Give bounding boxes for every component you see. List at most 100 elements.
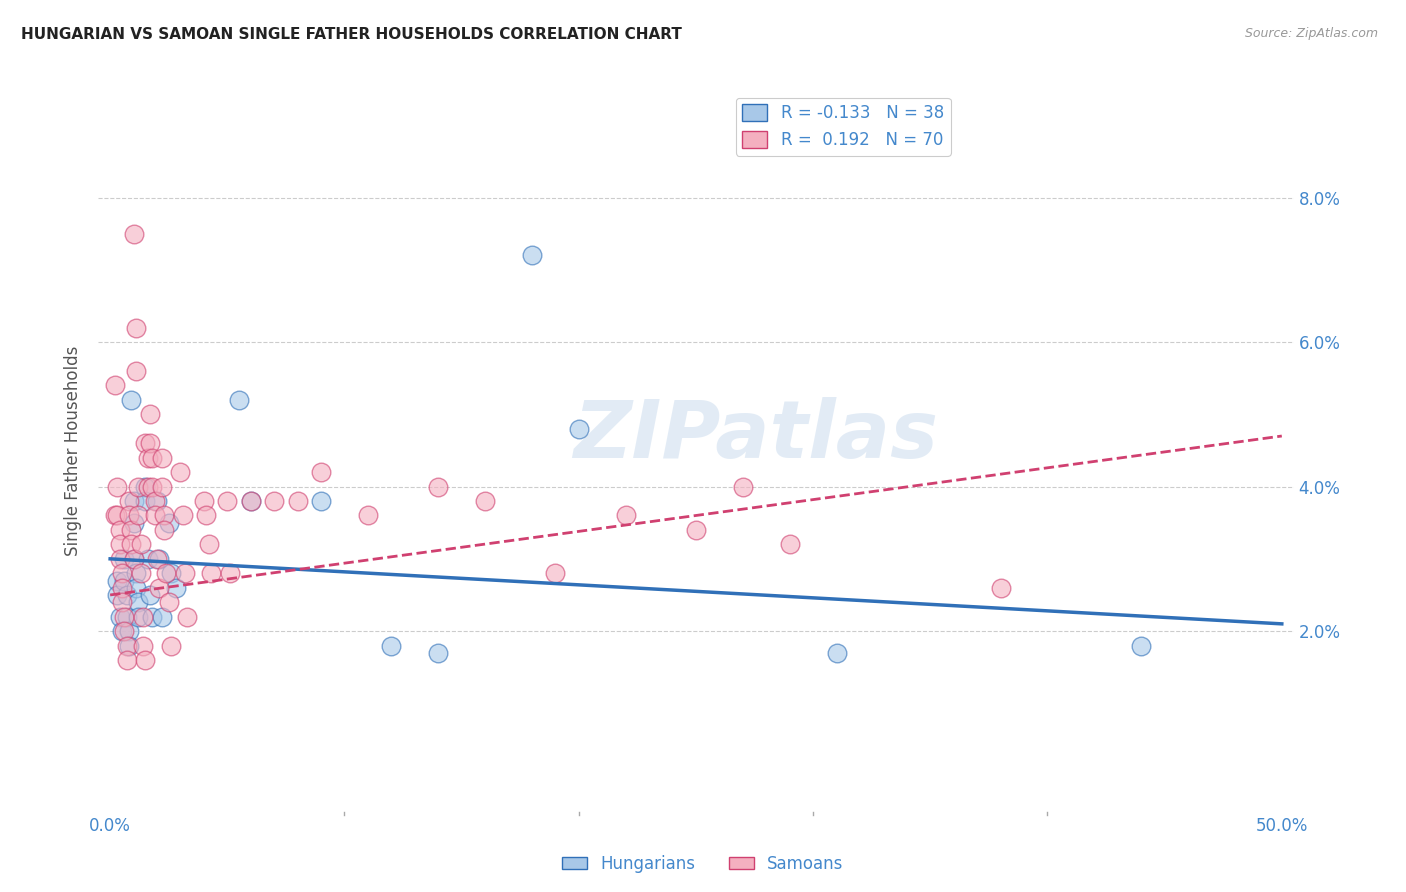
Point bbox=[228, 392, 250, 407]
Point bbox=[193, 494, 215, 508]
Point bbox=[1130, 639, 1153, 653]
Text: Source: ZipAtlas.com: Source: ZipAtlas.com bbox=[1244, 27, 1378, 40]
Point bbox=[118, 508, 141, 523]
Point bbox=[115, 609, 138, 624]
Point bbox=[157, 516, 180, 530]
Point bbox=[127, 480, 149, 494]
Point bbox=[122, 494, 145, 508]
Point bbox=[125, 320, 148, 334]
Point bbox=[120, 537, 142, 551]
Point bbox=[148, 551, 170, 566]
Point bbox=[174, 566, 197, 581]
Point bbox=[108, 523, 131, 537]
Point bbox=[825, 646, 848, 660]
Point bbox=[112, 551, 135, 566]
Text: ZIPatlas: ZIPatlas bbox=[574, 397, 938, 475]
Point bbox=[427, 646, 450, 660]
Point bbox=[112, 574, 135, 588]
Point bbox=[132, 639, 155, 653]
Point bbox=[200, 566, 222, 581]
Point bbox=[197, 537, 219, 551]
Point bbox=[125, 364, 148, 378]
Y-axis label: Single Father Households: Single Father Households bbox=[65, 345, 83, 556]
Point bbox=[134, 494, 156, 508]
Point bbox=[287, 494, 309, 508]
Point bbox=[108, 551, 131, 566]
Point bbox=[153, 508, 176, 523]
Point bbox=[139, 436, 162, 450]
Point bbox=[115, 639, 138, 653]
Point bbox=[146, 551, 169, 566]
Point bbox=[153, 523, 176, 537]
Point bbox=[779, 537, 801, 551]
Point bbox=[134, 480, 156, 494]
Point bbox=[169, 465, 191, 479]
Point bbox=[129, 566, 152, 581]
Point bbox=[217, 494, 239, 508]
Point bbox=[150, 480, 173, 494]
Point bbox=[136, 480, 159, 494]
Point bbox=[118, 494, 141, 508]
Point bbox=[148, 581, 170, 595]
Point bbox=[380, 639, 402, 653]
Point bbox=[141, 480, 163, 494]
Point bbox=[105, 508, 128, 523]
Point bbox=[105, 588, 128, 602]
Point bbox=[139, 407, 162, 421]
Point bbox=[127, 609, 149, 624]
Point bbox=[139, 588, 162, 602]
Point bbox=[155, 566, 177, 581]
Point bbox=[474, 494, 496, 508]
Point bbox=[239, 494, 262, 508]
Point bbox=[141, 609, 163, 624]
Point bbox=[143, 494, 166, 508]
Point bbox=[122, 516, 145, 530]
Point bbox=[127, 595, 149, 609]
Point bbox=[141, 450, 163, 465]
Point bbox=[127, 508, 149, 523]
Point bbox=[125, 581, 148, 595]
Point bbox=[134, 653, 156, 667]
Point bbox=[104, 378, 127, 392]
Point bbox=[568, 422, 591, 436]
Point bbox=[160, 566, 183, 581]
Point bbox=[118, 624, 141, 639]
Point bbox=[115, 588, 138, 602]
Point bbox=[115, 653, 138, 667]
Point bbox=[105, 574, 128, 588]
Point bbox=[239, 494, 262, 508]
Point bbox=[150, 450, 173, 465]
Point bbox=[218, 566, 240, 581]
Text: HUNGARIAN VS SAMOAN SINGLE FATHER HOUSEHOLDS CORRELATION CHART: HUNGARIAN VS SAMOAN SINGLE FATHER HOUSEH… bbox=[21, 27, 682, 42]
Point bbox=[357, 508, 380, 523]
Point bbox=[160, 639, 183, 653]
Point bbox=[172, 508, 194, 523]
Point bbox=[132, 609, 155, 624]
Point bbox=[134, 436, 156, 450]
Legend: Hungarians, Samoans: Hungarians, Samoans bbox=[555, 848, 851, 880]
Point bbox=[136, 450, 159, 465]
Point bbox=[427, 480, 450, 494]
Point bbox=[143, 508, 166, 523]
Point bbox=[544, 566, 567, 581]
Point bbox=[614, 508, 637, 523]
Point bbox=[120, 392, 142, 407]
Point bbox=[111, 595, 134, 609]
Point bbox=[125, 566, 148, 581]
Point bbox=[108, 537, 131, 551]
Point bbox=[165, 581, 187, 595]
Point bbox=[150, 609, 173, 624]
Point bbox=[990, 581, 1012, 595]
Point bbox=[136, 551, 159, 566]
Point bbox=[118, 639, 141, 653]
Point bbox=[520, 248, 543, 262]
Point bbox=[146, 494, 169, 508]
Point bbox=[731, 480, 754, 494]
Point bbox=[108, 609, 131, 624]
Point bbox=[685, 523, 707, 537]
Point bbox=[105, 480, 128, 494]
Point bbox=[122, 551, 145, 566]
Point bbox=[176, 609, 198, 624]
Point bbox=[104, 508, 127, 523]
Point bbox=[157, 595, 180, 609]
